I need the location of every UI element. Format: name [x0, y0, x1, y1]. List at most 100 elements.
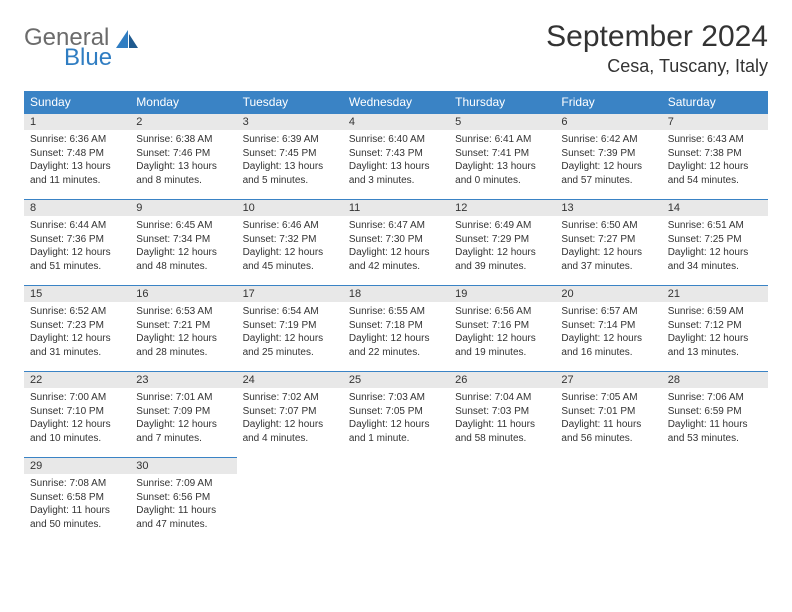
- sunset-line: Sunset: 7:09 PM: [136, 405, 230, 419]
- calendar-grid: SundayMondayTuesdayWednesdayThursdayFrid…: [24, 91, 768, 543]
- day-header: Thursday: [449, 91, 555, 113]
- sunrise-line: Sunrise: 6:59 AM: [668, 305, 762, 319]
- daylight-line: Daylight: 12 hours and 57 minutes.: [561, 160, 655, 187]
- daylight-line: Daylight: 11 hours and 58 minutes.: [455, 418, 549, 445]
- sunset-line: Sunset: 6:58 PM: [30, 491, 124, 505]
- daylight-line: Daylight: 12 hours and 42 minutes.: [349, 246, 443, 273]
- sunrise-line: Sunrise: 7:00 AM: [30, 391, 124, 405]
- day-body: Sunrise: 6:59 AMSunset: 7:12 PMDaylight:…: [662, 302, 768, 365]
- day-body: Sunrise: 6:39 AMSunset: 7:45 PMDaylight:…: [237, 130, 343, 193]
- sunset-line: Sunset: 7:21 PM: [136, 319, 230, 333]
- sunrise-line: Sunrise: 6:42 AM: [561, 133, 655, 147]
- sunset-line: Sunset: 7:10 PM: [30, 405, 124, 419]
- sunrise-line: Sunrise: 7:08 AM: [30, 477, 124, 491]
- day-number: 18: [343, 286, 449, 302]
- day-number: 27: [555, 372, 661, 388]
- sunrise-line: Sunrise: 6:53 AM: [136, 305, 230, 319]
- day-body: Sunrise: 6:46 AMSunset: 7:32 PMDaylight:…: [237, 216, 343, 279]
- daylight-line: Daylight: 12 hours and 34 minutes.: [668, 246, 762, 273]
- day-number: 2: [130, 114, 236, 130]
- daylight-line: Daylight: 13 hours and 3 minutes.: [349, 160, 443, 187]
- sunset-line: Sunset: 6:59 PM: [668, 405, 762, 419]
- day-body: Sunrise: 6:41 AMSunset: 7:41 PMDaylight:…: [449, 130, 555, 193]
- day-body: Sunrise: 6:38 AMSunset: 7:46 PMDaylight:…: [130, 130, 236, 193]
- sunset-line: Sunset: 7:34 PM: [136, 233, 230, 247]
- sunrise-line: Sunrise: 6:51 AM: [668, 219, 762, 233]
- day-body: Sunrise: 6:52 AMSunset: 7:23 PMDaylight:…: [24, 302, 130, 365]
- day-number: 29: [24, 458, 130, 474]
- daylight-line: Daylight: 12 hours and 28 minutes.: [136, 332, 230, 359]
- day-body: Sunrise: 7:00 AMSunset: 7:10 PMDaylight:…: [24, 388, 130, 451]
- day-body: Sunrise: 6:45 AMSunset: 7:34 PMDaylight:…: [130, 216, 236, 279]
- sunset-line: Sunset: 7:29 PM: [455, 233, 549, 247]
- day-number: 24: [237, 372, 343, 388]
- day-cell: 23Sunrise: 7:01 AMSunset: 7:09 PMDayligh…: [130, 371, 236, 457]
- day-body: Sunrise: 6:40 AMSunset: 7:43 PMDaylight:…: [343, 130, 449, 193]
- day-number: 30: [130, 458, 236, 474]
- sunset-line: Sunset: 7:32 PM: [243, 233, 337, 247]
- daylight-line: Daylight: 12 hours and 10 minutes.: [30, 418, 124, 445]
- day-cell: 8Sunrise: 6:44 AMSunset: 7:36 PMDaylight…: [24, 199, 130, 285]
- day-body: Sunrise: 6:50 AMSunset: 7:27 PMDaylight:…: [555, 216, 661, 279]
- sunrise-line: Sunrise: 6:54 AM: [243, 305, 337, 319]
- sunset-line: Sunset: 7:16 PM: [455, 319, 549, 333]
- day-cell: 22Sunrise: 7:00 AMSunset: 7:10 PMDayligh…: [24, 371, 130, 457]
- day-cell: 16Sunrise: 6:53 AMSunset: 7:21 PMDayligh…: [130, 285, 236, 371]
- day-number: 25: [343, 372, 449, 388]
- day-cell: 14Sunrise: 6:51 AMSunset: 7:25 PMDayligh…: [662, 199, 768, 285]
- day-number: 12: [449, 200, 555, 216]
- day-number: 15: [24, 286, 130, 302]
- day-number: 21: [662, 286, 768, 302]
- day-body: Sunrise: 7:01 AMSunset: 7:09 PMDaylight:…: [130, 388, 236, 451]
- sunrise-line: Sunrise: 7:04 AM: [455, 391, 549, 405]
- sunset-line: Sunset: 7:25 PM: [668, 233, 762, 247]
- sunset-line: Sunset: 6:56 PM: [136, 491, 230, 505]
- sunrise-line: Sunrise: 7:06 AM: [668, 391, 762, 405]
- day-cell: 15Sunrise: 6:52 AMSunset: 7:23 PMDayligh…: [24, 285, 130, 371]
- day-cell: 17Sunrise: 6:54 AMSunset: 7:19 PMDayligh…: [237, 285, 343, 371]
- sunset-line: Sunset: 7:12 PM: [668, 319, 762, 333]
- daylight-line: Daylight: 12 hours and 16 minutes.: [561, 332, 655, 359]
- day-body: Sunrise: 6:47 AMSunset: 7:30 PMDaylight:…: [343, 216, 449, 279]
- day-cell: 30Sunrise: 7:09 AMSunset: 6:56 PMDayligh…: [130, 457, 236, 543]
- day-body: Sunrise: 6:56 AMSunset: 7:16 PMDaylight:…: [449, 302, 555, 365]
- day-body: Sunrise: 6:57 AMSunset: 7:14 PMDaylight:…: [555, 302, 661, 365]
- daylight-line: Daylight: 12 hours and 51 minutes.: [30, 246, 124, 273]
- day-header: Monday: [130, 91, 236, 113]
- daylight-line: Daylight: 11 hours and 53 minutes.: [668, 418, 762, 445]
- day-cell: 20Sunrise: 6:57 AMSunset: 7:14 PMDayligh…: [555, 285, 661, 371]
- sunrise-line: Sunrise: 6:46 AM: [243, 219, 337, 233]
- daylight-line: Daylight: 12 hours and 1 minute.: [349, 418, 443, 445]
- day-number: 11: [343, 200, 449, 216]
- daylight-line: Daylight: 12 hours and 7 minutes.: [136, 418, 230, 445]
- day-number: 28: [662, 372, 768, 388]
- day-number: 9: [130, 200, 236, 216]
- day-body: Sunrise: 6:42 AMSunset: 7:39 PMDaylight:…: [555, 130, 661, 193]
- daylight-line: Daylight: 13 hours and 8 minutes.: [136, 160, 230, 187]
- day-number: 13: [555, 200, 661, 216]
- day-number: 8: [24, 200, 130, 216]
- daylight-line: Daylight: 12 hours and 4 minutes.: [243, 418, 337, 445]
- sunset-line: Sunset: 7:30 PM: [349, 233, 443, 247]
- day-number: 26: [449, 372, 555, 388]
- header: General Blue September 2024 Cesa, Tuscan…: [24, 20, 768, 77]
- day-number: 5: [449, 114, 555, 130]
- sunset-line: Sunset: 7:45 PM: [243, 147, 337, 161]
- day-cell: 5Sunrise: 6:41 AMSunset: 7:41 PMDaylight…: [449, 113, 555, 199]
- day-cell: 3Sunrise: 6:39 AMSunset: 7:45 PMDaylight…: [237, 113, 343, 199]
- day-body: Sunrise: 7:08 AMSunset: 6:58 PMDaylight:…: [24, 474, 130, 537]
- day-number: 19: [449, 286, 555, 302]
- sunset-line: Sunset: 7:03 PM: [455, 405, 549, 419]
- sunrise-line: Sunrise: 7:09 AM: [136, 477, 230, 491]
- sunset-line: Sunset: 7:36 PM: [30, 233, 124, 247]
- month-title: September 2024: [546, 20, 768, 54]
- day-body: Sunrise: 6:51 AMSunset: 7:25 PMDaylight:…: [662, 216, 768, 279]
- sunset-line: Sunset: 7:19 PM: [243, 319, 337, 333]
- day-cell: 1Sunrise: 6:36 AMSunset: 7:48 PMDaylight…: [24, 113, 130, 199]
- sunrise-line: Sunrise: 6:38 AM: [136, 133, 230, 147]
- daylight-line: Daylight: 12 hours and 31 minutes.: [30, 332, 124, 359]
- day-header: Friday: [555, 91, 661, 113]
- sunset-line: Sunset: 7:27 PM: [561, 233, 655, 247]
- day-number: 23: [130, 372, 236, 388]
- empty-cell: [662, 457, 768, 543]
